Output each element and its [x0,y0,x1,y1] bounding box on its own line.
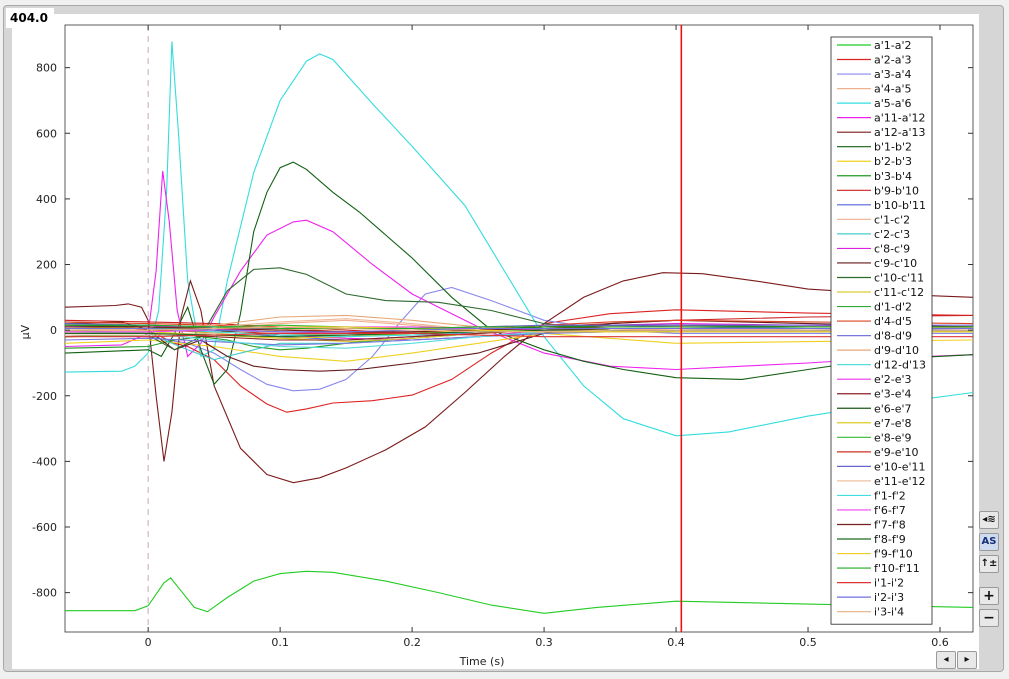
legend-label: c'2-c'3 [874,228,910,241]
legend-label: c'1-c'2 [874,213,910,226]
legend-label: e'11-e'12 [874,475,926,488]
axes-layer: 0 0.1 0.2 0.3 0.4 0.5 0.6 -800 -600 -400 -200 0 200 4… [19,25,973,668]
cursor-time-readout: 404.0 [6,8,54,28]
y-axis-label: µV [19,324,32,339]
legend-label: c'9-c'10 [874,257,917,270]
scroll-right-button[interactable]: ▸ [957,651,977,669]
legend-label: i'3-i'4 [874,606,904,619]
zoom-out-button[interactable]: − [979,609,999,627]
legend-label: a'5-a'6 [874,97,912,110]
legend-label: e'8-e'9 [874,431,912,444]
legend-label: a'2-a'3 [874,54,912,67]
legend-label: f'6-f'7 [874,504,906,517]
series-line [65,41,973,437]
legend-label: a'4-a'5 [874,83,912,96]
y-tick-label: -800 [32,587,57,600]
legend-label: f'9-f'10 [874,548,913,561]
x-axis-label: Time (s) [459,655,505,668]
legend-box [830,36,933,625]
y-tick-label: -400 [32,455,57,468]
series-line [65,332,973,362]
scroll-left-button[interactable]: ◂ [936,651,956,669]
legend-label: a'3-a'4 [874,68,912,81]
legend-label: b'9-b'10 [874,184,919,197]
series-line [65,170,973,371]
legend-label: d'4-d'5 [874,315,912,328]
series-line [65,332,973,338]
y-tick-label: -200 [32,390,57,403]
y-tick-label: -600 [32,521,57,534]
series-line [65,324,973,330]
series-line [65,319,973,372]
x-tick-label: 0.5 [799,636,817,649]
legend-label: f'10-f'11 [874,562,920,575]
x-tick-label: 0.6 [931,636,949,649]
series-line [65,570,973,614]
y-tick-label: 200 [36,259,57,272]
legend-label: a'12-a'13 [874,126,926,139]
collapse-panel-button[interactable]: ◂≋ [979,511,999,529]
series-line [65,327,973,333]
legend-label: d'1-d'2 [874,301,912,314]
series-line [65,326,973,333]
legend-label: b'2-b'3 [874,155,912,168]
series-layer [65,25,973,632]
x-tick-label: 0 [145,636,152,649]
x-tick-label: 0.3 [535,636,553,649]
legend-label: e'10-e'11 [874,460,926,473]
legend-label: i'1-i'2 [874,577,904,590]
y-tick-label: 0 [50,324,57,337]
legend-label: e'9-e'10 [874,446,919,459]
legend-label: f'8-f'9 [874,533,906,546]
series-line [65,309,973,413]
x-tick-label: 0.4 [667,636,685,649]
legend-label: e'2-e'3 [874,373,912,386]
series-line [65,272,973,484]
legend-label: a'1-a'2 [874,39,912,52]
legend-label: b'3-b'4 [874,170,912,183]
x-tick-label: 0.1 [271,636,289,649]
legend-label: c'11-c'12 [874,286,924,299]
legend-label: e'3-e'4 [874,388,912,401]
legend-label: c'10-c'11 [874,271,924,284]
legend-label: d'12-d'13 [874,359,926,372]
swap-polarity-button[interactable]: ↑± [979,555,999,573]
legend-label: i'2-i'3 [874,591,904,604]
x-tick-label: 0.2 [403,636,421,649]
legend-label: d'9-d'10 [874,344,919,357]
legend-label: f'1-f'2 [874,489,906,502]
y-tick-label: 800 [36,62,57,75]
legend-label: d'8-d'9 [874,330,912,343]
autoscale-button[interactable]: AS [979,533,999,551]
y-tick-label: 600 [36,127,57,140]
zoom-in-button[interactable]: + [979,587,999,605]
legend-label: a'11-a'12 [874,112,926,125]
legend-label: e'7-e'8 [874,417,912,430]
legend-label: e'6-e'7 [874,402,912,415]
legend-label: b'10-b'11 [874,199,926,212]
legend-label: b'1-b'2 [874,141,912,154]
legend-label: c'8-c'9 [874,242,910,255]
y-tick-label: 400 [36,193,57,206]
legend-label: f'7-f'8 [874,518,906,531]
legend[interactable]: a'1-a'2 a'2-a'3a'3-a'4 a'4-a'5a'5-a'6 a'11-… [830,36,933,625]
series-line [65,267,973,351]
